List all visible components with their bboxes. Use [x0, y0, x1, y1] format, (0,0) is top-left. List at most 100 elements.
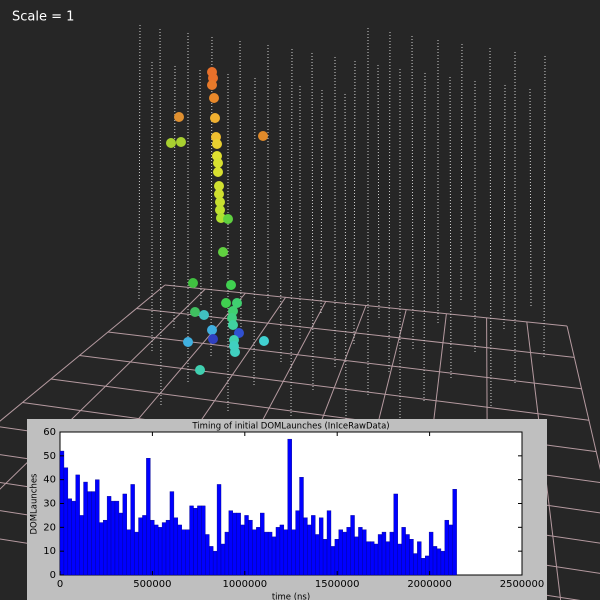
bar	[432, 546, 438, 576]
bar	[342, 531, 347, 576]
bar	[189, 505, 194, 576]
dom-hit	[259, 336, 269, 346]
bar	[161, 522, 167, 576]
bar	[212, 550, 218, 576]
bar	[220, 543, 226, 576]
bar	[114, 500, 120, 576]
y-tick-label: 30	[43, 499, 56, 510]
dom-hit	[221, 298, 231, 308]
bar	[142, 515, 147, 576]
y-tick-label: 20	[43, 522, 56, 533]
bar	[366, 541, 371, 576]
bar	[334, 539, 340, 576]
bar	[244, 515, 249, 576]
string	[253, 77, 256, 388]
bar	[118, 512, 124, 576]
bar	[224, 531, 230, 576]
bar	[275, 527, 281, 576]
bar	[79, 515, 84, 576]
bar	[330, 546, 336, 576]
bar	[417, 541, 422, 576]
bar	[146, 458, 151, 576]
bar	[421, 558, 426, 576]
string	[353, 60, 356, 345]
y-tick-label: 40	[43, 475, 56, 486]
x-tick-label: 500000	[133, 579, 171, 590]
string	[210, 36, 213, 359]
bar	[87, 491, 92, 576]
bar	[201, 505, 206, 576]
bar	[377, 534, 383, 576]
dom-hit	[234, 328, 244, 338]
dom-hit	[210, 113, 220, 123]
bar	[279, 524, 285, 576]
y-tick-label: 10	[43, 546, 56, 557]
bar	[346, 527, 351, 576]
bar	[436, 548, 442, 576]
bar	[59, 450, 65, 576]
dom-hit	[228, 320, 238, 330]
bar	[295, 510, 300, 576]
bar	[193, 508, 198, 576]
bar	[232, 512, 237, 576]
string	[460, 43, 463, 302]
x-axis-label: time (ns)	[272, 593, 310, 600]
dom-hit	[166, 138, 176, 148]
string	[290, 48, 293, 417]
bar	[287, 438, 292, 576]
x-tick-label: 1000000	[223, 579, 268, 590]
bar	[326, 510, 332, 576]
string	[503, 84, 506, 331]
bar	[405, 534, 410, 576]
bar	[260, 512, 265, 576]
bar	[448, 524, 453, 576]
bar	[173, 517, 179, 576]
bar	[216, 484, 222, 576]
bar	[444, 519, 449, 576]
x-tick-label: 1500000	[315, 579, 360, 590]
bar	[393, 493, 398, 576]
dom-hit	[218, 247, 228, 257]
histogram: 0 10 20 30 40 50 60 0 500000 1000000 1500000 200000…	[43, 427, 544, 590]
string	[423, 72, 426, 403]
bar	[283, 529, 288, 576]
bar	[83, 481, 88, 576]
bar	[307, 524, 312, 576]
bar	[370, 541, 375, 576]
dom-hit	[232, 298, 242, 308]
string	[279, 81, 282, 364]
bar	[389, 531, 394, 576]
string	[411, 35, 414, 350]
dom-hit	[183, 337, 193, 347]
bar	[110, 500, 116, 576]
dom-hit	[188, 278, 198, 288]
dom-hit	[230, 347, 240, 357]
dom-hit	[258, 131, 268, 141]
dom-hit	[207, 325, 217, 335]
bar	[236, 512, 241, 576]
bar	[106, 496, 112, 576]
dom-hit	[190, 307, 200, 317]
bar	[150, 519, 155, 576]
bar	[425, 555, 430, 576]
bar	[322, 539, 328, 576]
dom-hit	[207, 80, 217, 90]
dom-hit	[215, 197, 225, 207]
bar	[63, 467, 69, 576]
string	[344, 93, 347, 422]
bar	[122, 493, 127, 576]
bar	[267, 531, 273, 576]
bar	[95, 479, 100, 576]
bar	[185, 529, 190, 576]
bar	[373, 543, 379, 576]
dom-hit	[195, 365, 205, 375]
bar	[205, 534, 210, 576]
x-tick-label: 2000000	[407, 579, 452, 590]
string	[138, 24, 141, 301]
bar	[75, 474, 80, 576]
bar	[248, 519, 253, 576]
bar	[413, 553, 418, 576]
bar	[102, 519, 108, 576]
string	[311, 52, 314, 393]
bar	[271, 536, 277, 576]
